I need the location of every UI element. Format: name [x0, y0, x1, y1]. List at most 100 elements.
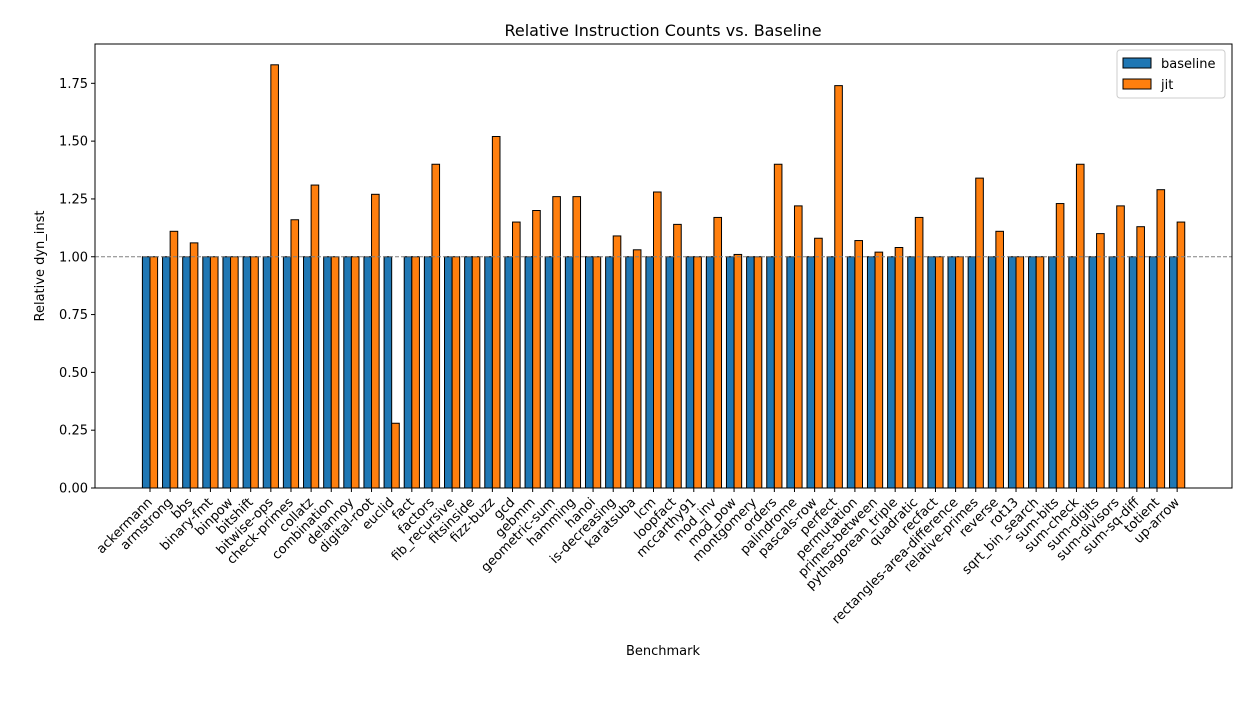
bar-jit-combination — [330, 256, 340, 489]
bar-jit-fact — [411, 256, 420, 489]
bar-baseline-delannoy — [343, 256, 352, 489]
bar-jit-fizz-buzz — [491, 136, 501, 489]
y-tick-label: 1.00 — [59, 250, 88, 265]
y-tick-label: 1.50 — [59, 135, 88, 150]
bar-baseline-loopfact — [665, 256, 675, 489]
bar-jit-gebmm — [532, 210, 541, 489]
bar-baseline-perfect — [826, 256, 836, 489]
bar-jit-sum-bits — [1055, 203, 1065, 489]
bar-baseline-combination — [323, 256, 332, 489]
bar-baseline-quadratic — [907, 256, 916, 489]
bar-baseline-relative-primes — [967, 256, 977, 489]
bar-baseline-palindrome — [786, 256, 795, 489]
bar-jit-gcd — [512, 221, 521, 489]
bar-baseline-permutation — [846, 256, 856, 489]
bar-baseline-primes-between — [866, 256, 876, 489]
bar-baseline-bitwise-ops — [262, 256, 272, 489]
bar-baseline-sqrt_bin_search — [1028, 256, 1037, 489]
bar-jit-hanoi — [592, 256, 602, 489]
bar-baseline-binpow — [222, 256, 232, 489]
bar-baseline-fib_recursive — [444, 256, 453, 489]
bar-jit-perfect — [834, 85, 843, 489]
bar-jit-binary-fmt — [209, 256, 219, 489]
bar-jit-armstrong — [169, 230, 179, 489]
bar-jit-mod_inv — [713, 216, 723, 489]
bar-baseline-sum-bits — [1048, 256, 1057, 489]
bar-baseline-bbs — [182, 256, 191, 489]
y-tick-label: 0.50 — [59, 366, 88, 381]
bar-jit-sum-digits — [1096, 233, 1105, 489]
bar-jit-ackermann — [149, 256, 159, 489]
plot-frame — [94, 43, 1233, 489]
plot-area: 0.000.250.500.751.001.251.501.75ackerman… — [59, 43, 1233, 627]
x-axis-title: Benchmark — [626, 644, 701, 659]
bar-baseline-hamming — [564, 256, 574, 489]
bar-jit-loopfact — [673, 223, 682, 489]
bar-baseline-reverse — [987, 256, 997, 489]
bar-baseline-pythagorean_triple — [887, 256, 896, 489]
y-tick-label: 1.25 — [59, 192, 88, 207]
bar-baseline-pascals-row — [806, 256, 816, 489]
bar-baseline-gebmm — [524, 256, 534, 489]
bar-jit-reverse — [995, 230, 1004, 489]
bar-baseline-hanoi — [584, 256, 594, 489]
bar-jit-quadratic — [914, 216, 924, 489]
bar-baseline-lcm — [645, 256, 655, 489]
bar-baseline-binary-fmt — [202, 256, 211, 489]
bar-jit-palindrome — [793, 205, 803, 489]
legend-swatch-jit — [1122, 78, 1152, 90]
bar-baseline-euclid — [383, 256, 393, 489]
bar-jit-recfact — [934, 256, 944, 489]
bar-jit-totient — [1156, 189, 1166, 489]
bar-jit-relative-primes — [975, 177, 984, 489]
bar-baseline-is-decreasing — [605, 256, 614, 489]
bar-baseline-bitshift — [242, 256, 252, 489]
bar-jit-rot13 — [1015, 256, 1025, 489]
bar-baseline-recfact — [927, 256, 936, 489]
bar-jit-bitwise-ops — [270, 64, 279, 489]
bar-baseline-gcd — [504, 256, 514, 489]
bar-baseline-up-arrow — [1169, 256, 1178, 489]
bar-jit-sqrt_bin_search — [1035, 256, 1045, 489]
y-tick-label: 1.75 — [59, 77, 88, 92]
y-tick-label: 0.25 — [59, 424, 88, 439]
bar-jit-lcm — [653, 191, 662, 489]
bar-baseline-armstrong — [162, 256, 171, 489]
y-tick-label: 0.75 — [59, 308, 88, 323]
bar-baseline-mod_pow — [725, 256, 735, 489]
bar-jit-pythagorean_triple — [894, 247, 904, 489]
bar-jit-digital-root — [371, 193, 380, 489]
bar-baseline-digital-root — [363, 256, 373, 489]
bar-jit-is-decreasing — [612, 235, 622, 489]
legend: baseline jit — [1116, 49, 1226, 99]
bar-jit-hamming — [572, 196, 582, 489]
bar-jit-euclid — [391, 422, 400, 489]
bar-baseline-check-primes — [282, 256, 292, 489]
y-tick-label: 0.00 — [59, 482, 88, 497]
bar-baseline-mccarthy91 — [685, 256, 695, 489]
bar-baseline-rot13 — [1007, 256, 1017, 489]
bar-baseline-fizz-buzz — [484, 256, 493, 489]
bar-baseline-sum-check — [1068, 256, 1077, 489]
bar-baseline-karatsuba — [625, 256, 634, 489]
bar-jit-collatz — [310, 184, 320, 489]
bar-baseline-fact — [403, 256, 413, 489]
legend-swatch-baseline — [1122, 57, 1152, 69]
bar-baseline-mod_inv — [705, 256, 715, 489]
bar-jit-sum-check — [1075, 163, 1085, 489]
bar-jit-delannoy — [350, 256, 360, 489]
bar-jit-bbs — [189, 242, 199, 489]
bar-baseline-sum-sq-diff — [1128, 256, 1138, 489]
legend-label-jit: jit — [1160, 78, 1173, 93]
bar-baseline-sum-digits — [1088, 256, 1098, 489]
legend-label-baseline: baseline — [1161, 57, 1215, 72]
bar-baseline-fitsinside — [464, 256, 473, 489]
bar-baseline-ackermann — [141, 256, 151, 489]
bar-jit-primes-between — [874, 251, 884, 489]
bar-jit-fib_recursive — [451, 256, 461, 489]
bar-baseline-collatz — [303, 256, 312, 489]
bar-jit-karatsuba — [632, 249, 642, 489]
bar-jit-pascals-row — [814, 237, 823, 489]
bar-baseline-geometric-sum — [544, 256, 554, 489]
